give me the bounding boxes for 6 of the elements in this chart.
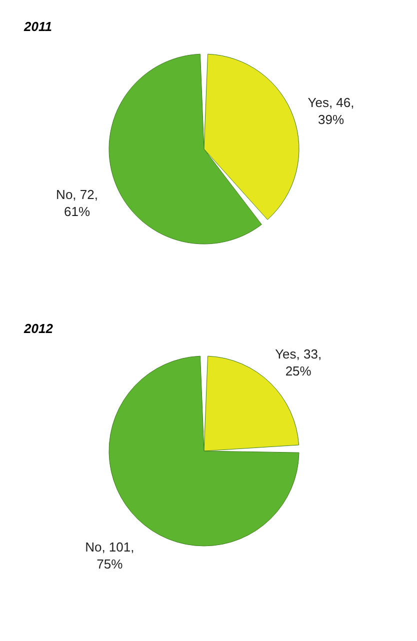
- chart-title: 2011: [23, 19, 52, 34]
- slice-label: No, 101, 75%: [85, 540, 134, 572]
- slice-label: No, 72, 61%: [56, 186, 98, 219]
- slice-label: Yes, 33, 25%: [275, 346, 322, 378]
- slice-label: Yes, 46, 39%: [308, 95, 354, 128]
- chart-title: 2012: [23, 321, 54, 336]
